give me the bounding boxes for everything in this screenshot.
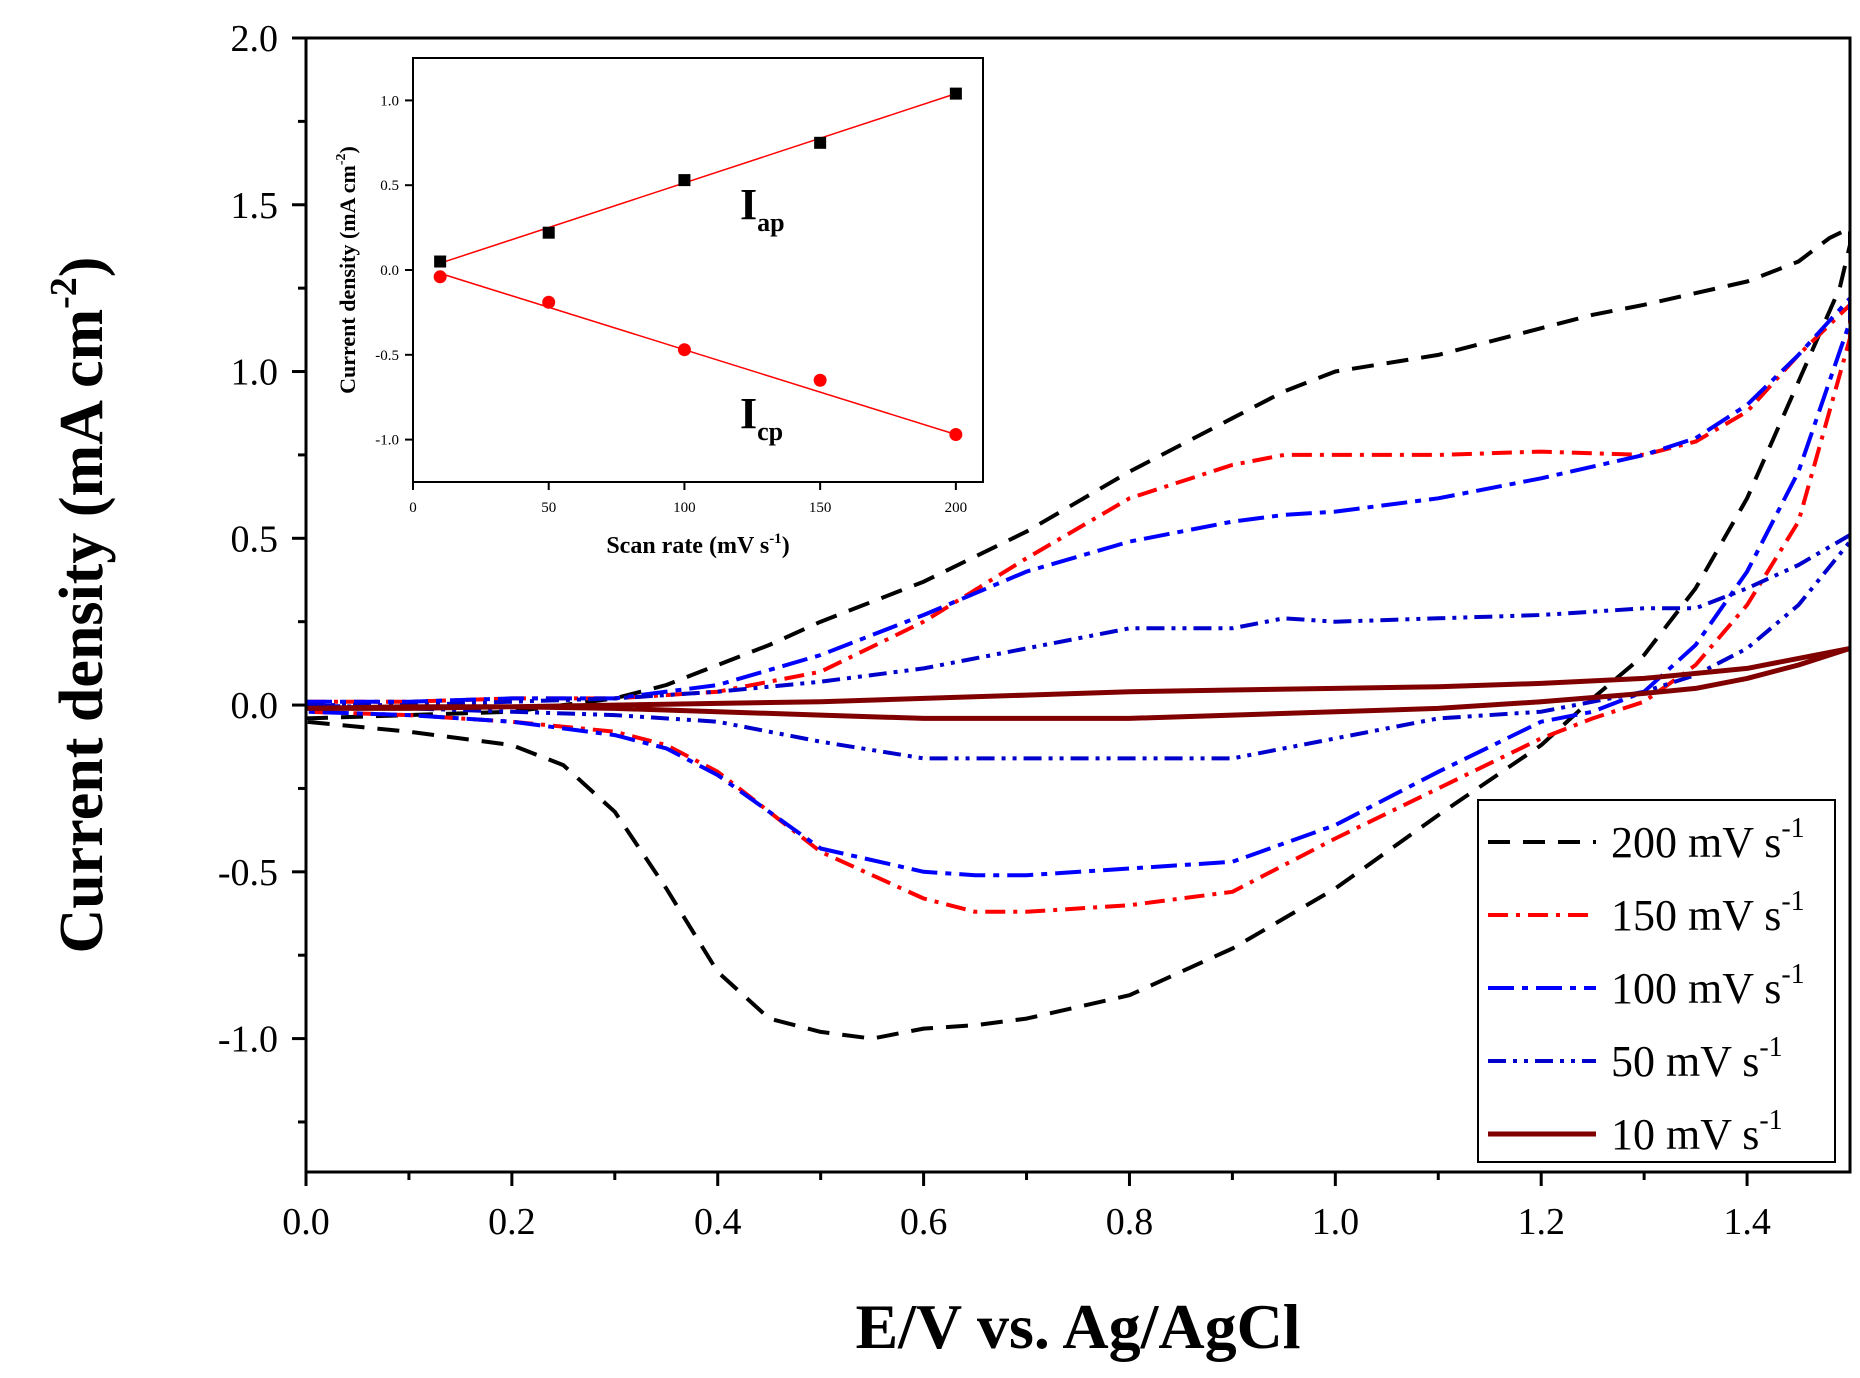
x-axis-label: E/V vs. Ag/AgCl xyxy=(855,1291,1300,1362)
y-axis-label-superscript: -2 xyxy=(43,277,85,309)
legend-label-text: 150 mV s xyxy=(1611,891,1781,940)
legend-label-superscript: -1 xyxy=(1781,959,1804,990)
inset-marker-Icp xyxy=(433,270,447,284)
legend-label-5: 10 mV s-1 xyxy=(1611,1105,1783,1159)
inset-marker-Icp xyxy=(542,295,556,309)
inset-x-tick-label: 0 xyxy=(409,500,417,516)
legend-box xyxy=(1477,799,1836,1163)
y-tick-label: 1.0 xyxy=(231,352,279,394)
inset-annotation-letter: I xyxy=(740,389,757,438)
legend-label-text: 10 mV s xyxy=(1611,1110,1759,1159)
legend-label-superscript: -1 xyxy=(1781,886,1804,917)
inset-annotation-ap: Iap xyxy=(740,180,785,237)
y-tick-label: 1.5 xyxy=(231,185,279,227)
inset-x-tick-label: 150 xyxy=(809,500,832,516)
main-plot-frame xyxy=(304,36,1852,1174)
y-tick-label: 2.0 xyxy=(231,18,279,60)
inset-x-axis-label-close: ) xyxy=(782,533,790,559)
inset-annotation-subscript: ap xyxy=(757,208,784,237)
inset-y-tick-label: -1.0 xyxy=(375,433,399,449)
x-tick-label: 1.0 xyxy=(1312,1201,1360,1243)
inset-y-axis-label: Current density (mA cm-2) xyxy=(334,146,360,394)
inset-x-tick-label: 200 xyxy=(945,500,968,516)
y-tick-label: 0.5 xyxy=(231,518,279,560)
legend-label-3: 100 mV s-1 xyxy=(1611,959,1805,1013)
inset-x-tick-label: 50 xyxy=(541,500,556,516)
y-tick-label: -0.5 xyxy=(218,852,278,894)
inset-annotation-subscript: cp xyxy=(757,417,783,446)
series-line-1 xyxy=(306,226,1850,1041)
legend-label-text: 200 mV s xyxy=(1611,818,1781,867)
x-tick-label: 0.0 xyxy=(282,1201,330,1243)
main-cv-chart: 0.0 0.2 0.4 0.6 0.8 1.0 1.2 1.4 -1.0 -0.5 0.0 0.5 1.… xyxy=(43,18,1852,1362)
inset-y-tick-label: 0.5 xyxy=(380,178,399,194)
inset-x-axis-label: Scan rate (mV s-1) xyxy=(606,531,789,559)
series-line-2 xyxy=(306,302,1850,914)
inset-marker-Iap xyxy=(434,255,447,268)
x-tick-label: 1.2 xyxy=(1517,1201,1565,1243)
inset-x-axis-label-text: Scan rate (mV s xyxy=(606,533,769,559)
inset-marker-Iap xyxy=(814,136,827,149)
inset-marker-Icp xyxy=(677,343,691,357)
inset-y-axis-label-text: Current density (mA cm xyxy=(335,165,360,394)
x-tick-label: 1.4 xyxy=(1723,1201,1771,1243)
inset-fit-line-1 xyxy=(439,92,957,264)
inset-annotation-letter: I xyxy=(740,180,757,229)
legend-label-superscript: -1 xyxy=(1759,1105,1782,1136)
inset-marker-Iap xyxy=(678,174,691,187)
x-tick-label: 0.2 xyxy=(488,1201,536,1243)
inset-plot-frame xyxy=(412,57,984,483)
legend-label-2: 150 mV s-1 xyxy=(1611,886,1805,940)
y-tick-label: 0.0 xyxy=(231,685,279,727)
series-line-5 xyxy=(306,645,1850,721)
inset-marker-Iap xyxy=(542,226,555,239)
series-line-4 xyxy=(306,533,1850,761)
inset-y-axis-label-close: ) xyxy=(335,146,360,153)
inset-y-tick-label: 0.0 xyxy=(380,263,399,279)
legend-label-superscript: -1 xyxy=(1781,813,1804,844)
inset-marker-Icp xyxy=(813,373,827,387)
inset-scan-rate-chart: 0 50 100 150 200 -1.0 -0.5 0.0 0.5 1.0 Scan rate (… xyxy=(334,57,984,559)
x-tick-label: 0.4 xyxy=(694,1201,742,1243)
y-axis-label-text: Current density (mA cm xyxy=(48,309,116,954)
inset-y-tick-label: 1.0 xyxy=(380,93,399,109)
legend-label-1: 200 mV s-1 xyxy=(1611,813,1805,867)
inset-y-axis-label-superscript: -2 xyxy=(334,153,349,165)
inset-marker-Iap xyxy=(949,87,962,100)
inset-x-tick-label: 100 xyxy=(673,500,696,516)
legend-label-text: 50 mV s xyxy=(1611,1037,1759,1086)
legend-label-superscript: -1 xyxy=(1759,1032,1782,1063)
inset-marker-Icp xyxy=(949,428,963,442)
x-tick-label: 0.8 xyxy=(1106,1201,1154,1243)
y-tick-label: -1.0 xyxy=(218,1019,278,1061)
inset-fit-line-2 xyxy=(439,272,957,436)
x-tick-label: 0.6 xyxy=(900,1201,948,1243)
legend-label-4: 50 mV s-1 xyxy=(1611,1032,1783,1086)
inset-annotation-cp: Icp xyxy=(740,389,783,446)
legend-label-text: 100 mV s xyxy=(1611,964,1781,1013)
y-axis-label-close: ) xyxy=(48,257,116,278)
y-axis-label: Current density (mA cm-2) xyxy=(43,257,116,954)
inset-y-tick-label: -0.5 xyxy=(375,348,399,364)
inset-x-axis-label-superscript: -1 xyxy=(769,531,782,547)
